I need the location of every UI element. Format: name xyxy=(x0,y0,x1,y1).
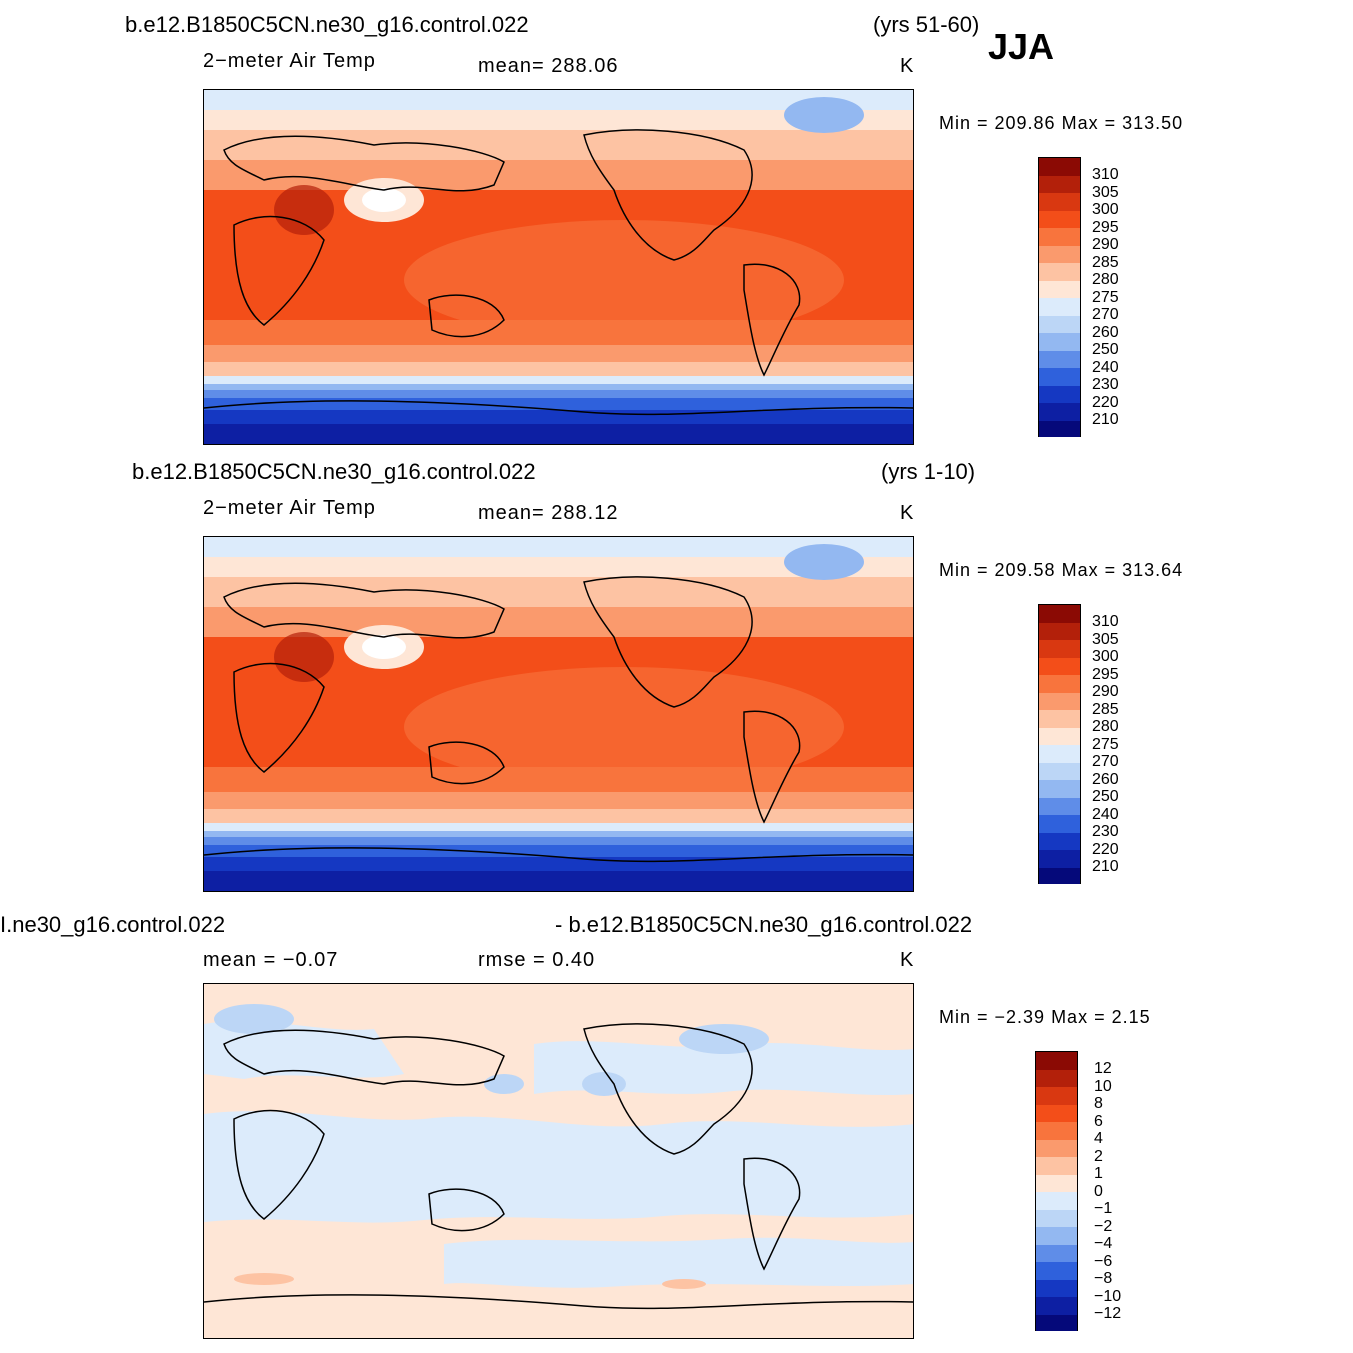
colorbar-label: 275 xyxy=(1092,735,1119,753)
panel3-colorbar xyxy=(1035,1051,1078,1331)
colorbar-label: 1 xyxy=(1094,1165,1103,1182)
panel1-minmax: Min = 209.86 Max = 313.50 xyxy=(939,113,1184,133)
colorbar-label: 310 xyxy=(1092,166,1119,183)
colorbar-label: 285 xyxy=(1092,253,1119,271)
panel2-units: K xyxy=(900,502,915,524)
panel2-minmax: Min = 209.58 Max = 313.64 xyxy=(939,560,1184,580)
panel1-colorbar xyxy=(1038,157,1081,437)
colorbar-label: 270 xyxy=(1092,306,1119,323)
colorbar-label: −8 xyxy=(1094,1270,1113,1287)
colorbar-label: 305 xyxy=(1092,630,1119,648)
colorbar-label: 300 xyxy=(1092,648,1119,665)
panel3-case-left: I.ne30_g16.control.022 xyxy=(0,912,226,937)
panel1-map-svg xyxy=(204,90,913,444)
colorbar-label: −12 xyxy=(1094,1305,1122,1322)
panel2-mean: mean= 288.12 xyxy=(478,502,619,524)
colorbar-label: 310 xyxy=(1092,613,1119,630)
panel3-map xyxy=(203,983,914,1339)
panel1-colorbar-labels: 310 305 300 295 290 285 280 275 270 260 … xyxy=(1092,166,1119,429)
colorbar-label: 295 xyxy=(1092,218,1119,236)
colorbar-label: 285 xyxy=(1092,700,1119,718)
colorbar-label: 220 xyxy=(1092,393,1119,411)
colorbar-label: 290 xyxy=(1092,683,1119,700)
colorbar-label: 230 xyxy=(1092,823,1119,840)
panel3-rmse: rmse = 0.40 xyxy=(478,949,596,971)
colorbar-label: 295 xyxy=(1092,665,1119,683)
panel3-map-svg xyxy=(204,984,913,1338)
panel2-map xyxy=(203,536,914,892)
season-label: JJA xyxy=(988,26,1055,67)
colorbar-label: 260 xyxy=(1092,323,1119,341)
colorbar-label: 210 xyxy=(1092,858,1119,875)
colorbar-label: 12 xyxy=(1094,1060,1112,1077)
colorbar-label: 0 xyxy=(1094,1182,1103,1200)
colorbar-label: 220 xyxy=(1092,840,1119,858)
colorbar-label: 260 xyxy=(1092,770,1119,788)
colorbar-label: 240 xyxy=(1092,805,1119,823)
colorbar-label: −2 xyxy=(1094,1217,1113,1235)
panel1-map xyxy=(203,89,914,445)
colorbar-label: 6 xyxy=(1094,1112,1103,1130)
panel3-minmax: Min = −2.39 Max = 2.15 xyxy=(939,1007,1151,1027)
colorbar-label: 10 xyxy=(1094,1077,1112,1095)
colorbar-label: 300 xyxy=(1092,201,1119,218)
colorbar-label: 250 xyxy=(1092,341,1119,358)
panel3-case-right: - b.e12.B1850C5CN.ne30_g16.control.022 xyxy=(555,912,973,937)
colorbar-label: 210 xyxy=(1092,411,1119,428)
colorbar-label: 280 xyxy=(1092,271,1119,288)
panel1-variable: 2−meter Air Temp xyxy=(203,50,376,72)
panel1-units: K xyxy=(900,55,915,77)
colorbar-label: 250 xyxy=(1092,788,1119,805)
colorbar-label: 290 xyxy=(1092,236,1119,253)
panel3-colorbar-labels: 12 10 8 6 4 2 1 0 −1 −2 −4 −6 −8 −10 −12 xyxy=(1094,1060,1121,1323)
colorbar-label: −4 xyxy=(1094,1235,1113,1252)
colorbar-label: −1 xyxy=(1094,1200,1113,1217)
panel3-mean: mean = −0.07 xyxy=(203,949,339,971)
colorbar-label: 240 xyxy=(1092,358,1119,376)
panel2-case-title: b.e12.B1850C5CN.ne30_g16.control.022 xyxy=(132,459,536,484)
panel2-years: (yrs 1-10) xyxy=(881,459,976,484)
colorbar-label: −6 xyxy=(1094,1252,1113,1270)
panel2-variable: 2−meter Air Temp xyxy=(203,497,376,519)
panel3-units: K xyxy=(900,949,915,971)
colorbar-label: −10 xyxy=(1094,1287,1122,1305)
colorbar-label: 8 xyxy=(1094,1095,1103,1112)
colorbar-label: 2 xyxy=(1094,1147,1103,1165)
colorbar-label: 270 xyxy=(1092,753,1119,770)
colorbar-label: 275 xyxy=(1092,288,1119,306)
colorbar-label: 4 xyxy=(1094,1130,1103,1147)
colorbar-label: 280 xyxy=(1092,718,1119,735)
panel1-years: (yrs 51-60) xyxy=(873,12,980,37)
panel2-map-svg xyxy=(204,537,913,891)
colorbar-label: 305 xyxy=(1092,183,1119,201)
colorbar-label: 230 xyxy=(1092,376,1119,393)
panel2-colorbar-labels: 310 305 300 295 290 285 280 275 270 260 … xyxy=(1092,613,1119,876)
panel1-mean: mean= 288.06 xyxy=(478,55,619,77)
panel2-colorbar xyxy=(1038,604,1081,884)
panel1-case-title: b.e12.B1850C5CN.ne30_g16.control.022 xyxy=(125,12,529,37)
